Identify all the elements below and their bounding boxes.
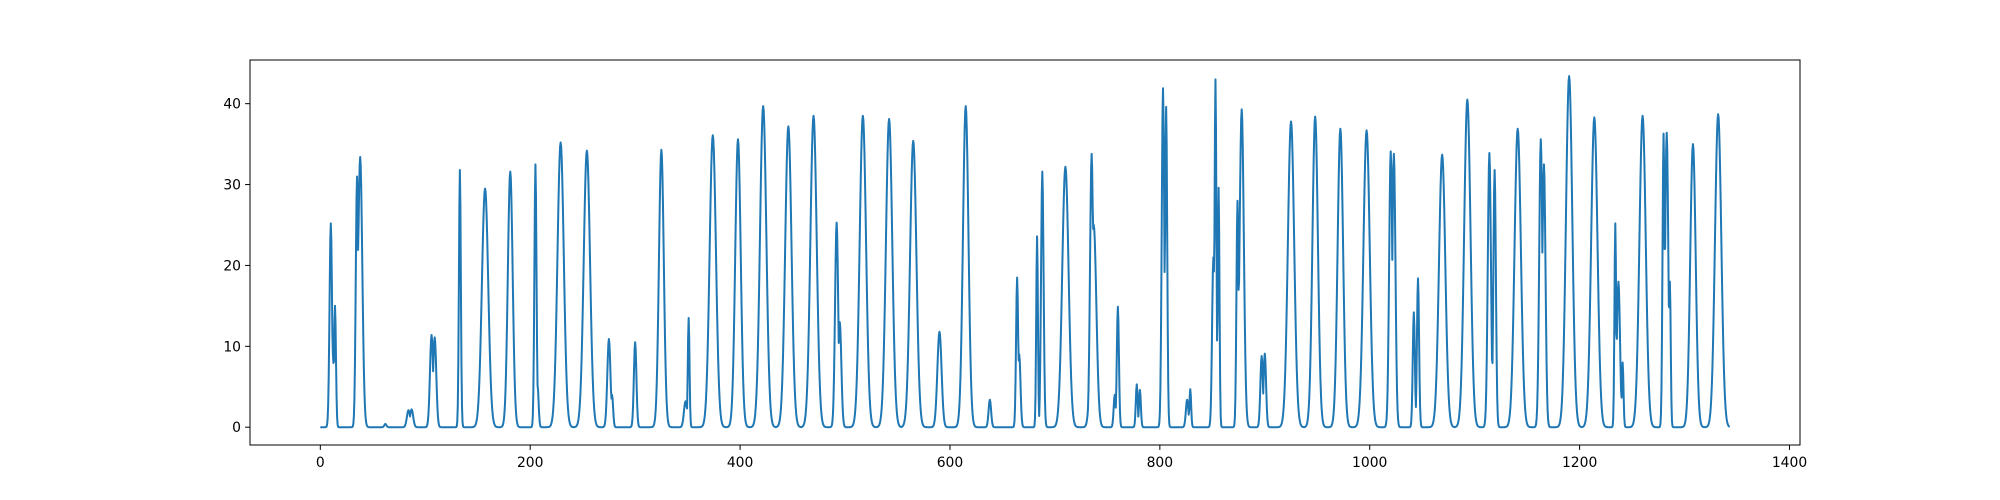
x-tick-label: 600: [937, 455, 964, 471]
y-tick-label: 0: [232, 420, 241, 436]
x-tick-label: 1400: [1772, 455, 1807, 471]
series-line: [319, 75, 1731, 429]
y-tick-label: 10: [223, 339, 241, 355]
plot-layer: [319, 75, 1731, 429]
x-tick-label: 0: [316, 455, 325, 471]
y-tick-label: 30: [223, 178, 241, 194]
y-tick-label: 40: [223, 97, 241, 113]
x-tick-label: 400: [727, 455, 754, 471]
y-tick-label: 20: [223, 258, 241, 274]
ticks-layer: 0 200 400 600 800 1000 1200 1400 0 10 20 30 40: [223, 97, 1807, 471]
axes-frame: [249, 59, 1801, 446]
x-tick-label: 1200: [1562, 455, 1597, 471]
x-tick-label: 1000: [1352, 455, 1387, 471]
x-tick-label: 800: [1147, 455, 1174, 471]
x-tick-label: 200: [517, 455, 544, 471]
